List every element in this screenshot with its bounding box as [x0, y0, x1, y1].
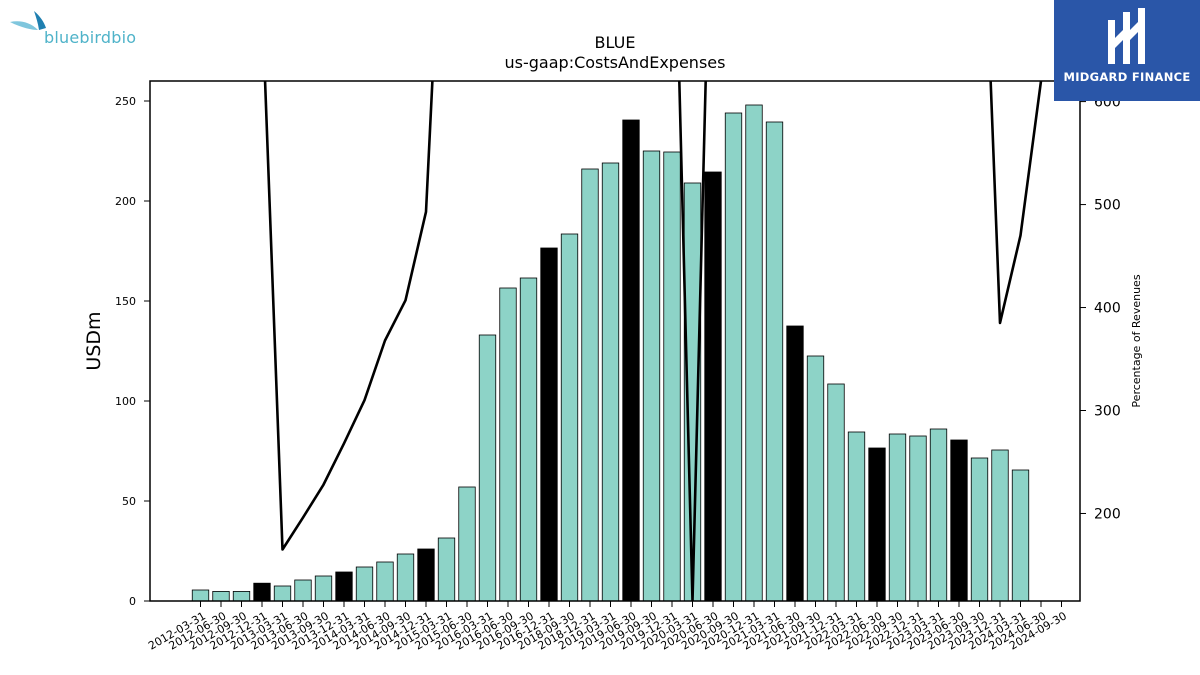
y-tick-label: 100	[115, 395, 136, 408]
y2-axis-label: Percentage of Revenues	[1130, 274, 1143, 407]
bird-icon	[10, 11, 46, 30]
bar-2014-06-30	[376, 561, 394, 602]
bar-2014-03-31	[355, 566, 374, 602]
bar-2022-09-30	[888, 433, 907, 602]
y2-tick-label: 200	[1094, 506, 1121, 522]
bar-2016-03-31	[519, 277, 538, 602]
y-tick-label: 150	[115, 295, 136, 308]
y-tick-label: 50	[122, 495, 136, 508]
bar-2013-03-31	[273, 585, 292, 602]
bar-2019-12-31	[663, 151, 681, 602]
bar-2021-06-30	[786, 325, 804, 602]
bar-2021-12-31	[827, 383, 845, 602]
bar-2024-03-31	[1011, 469, 1030, 602]
bar-2023-06-30	[950, 439, 968, 602]
bar-2021-09-30	[806, 355, 825, 602]
bar-2012-06-30	[212, 591, 230, 602]
midgard-mark-icon	[1108, 8, 1145, 64]
bar-2020-09-30	[724, 112, 743, 602]
bar-2013-12-31	[335, 571, 353, 602]
chart-title: BLUE	[595, 33, 636, 52]
bluebird-logo-text: bluebirdbio	[44, 28, 137, 47]
bar-2015-12-31	[499, 287, 517, 602]
bar-2012-09-30	[232, 591, 251, 602]
bars-group	[191, 104, 1030, 602]
bar-2014-12-31	[417, 548, 435, 602]
y-axis-label: USDm	[83, 311, 105, 370]
bar-2013-09-30	[314, 575, 333, 602]
bar-2015-03-31	[437, 537, 456, 602]
bar-2012-12-31	[253, 582, 271, 602]
y-axis: 0 50 100 150 200 250	[115, 95, 150, 608]
bar-2023-09-30	[970, 457, 989, 602]
bar-2023-03-31	[929, 428, 948, 602]
bar-2015-09-30	[478, 334, 497, 602]
y-tick-label: 250	[115, 95, 136, 108]
bar-2019-03-31	[601, 162, 620, 602]
bar-2015-06-30	[458, 486, 476, 602]
line-group	[263, 81, 1043, 601]
bar-2019-09-30	[642, 150, 661, 602]
midgard-logo-text: MIDGARD FINANCE	[1063, 70, 1191, 84]
bar-2016-09-30	[560, 233, 579, 602]
bar-2020-06-30	[704, 171, 722, 602]
y-tick-label: 0	[129, 595, 136, 608]
plot-frame	[149, 80, 1081, 602]
bar-2022-06-30	[868, 447, 886, 602]
bar-2022-12-31	[909, 435, 927, 602]
bar-2012-03-31	[191, 589, 210, 602]
bar-2022-03-31	[847, 431, 866, 602]
bar-2014-09-30	[396, 553, 415, 602]
chart-subtitle: us-gaap:CostsAndExpenses	[505, 53, 726, 72]
bluebird-logo: bluebirdbio	[8, 8, 168, 52]
bar-2020-12-31	[745, 104, 763, 602]
x-axis: 2012-03-312012-06-302012-09-302012-12-31…	[146, 601, 1069, 653]
series-line	[263, 81, 1043, 601]
bar-2021-03-31	[765, 121, 784, 602]
y2-tick-label: 500	[1094, 198, 1121, 214]
bar-2016-06-30	[540, 247, 558, 602]
midgard-logo: MIDGARD FINANCE	[1054, 0, 1200, 101]
y-tick-label: 200	[115, 195, 136, 208]
bar-2023-12-31	[991, 449, 1009, 602]
y2-tick-label: 300	[1094, 404, 1121, 420]
y2-tick-label: 400	[1094, 301, 1121, 317]
bar-2019-06-30	[622, 119, 640, 602]
bar-2016-12-31	[581, 168, 599, 602]
bar-2013-06-30	[294, 579, 312, 602]
